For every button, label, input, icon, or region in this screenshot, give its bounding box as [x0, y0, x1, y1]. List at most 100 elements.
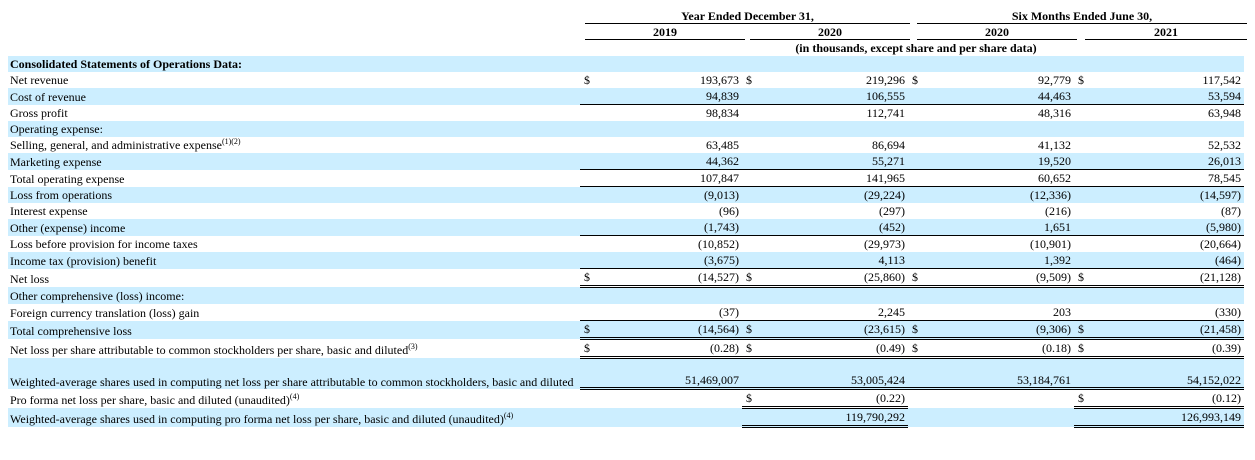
value-cell: 78,545	[1094, 169, 1244, 187]
row-label: Interest expense	[8, 203, 580, 219]
table-row: Selling, general, and administrative exp…	[8, 137, 1244, 153]
value-cell: (0.18)	[928, 338, 1074, 359]
col-rule-1	[585, 39, 745, 40]
value-cell: 4,113	[762, 252, 908, 269]
currency-symbol	[1074, 153, 1094, 170]
currency-symbol	[908, 88, 928, 105]
currency-symbol	[742, 236, 762, 253]
value-cell: 1,651	[928, 219, 1074, 236]
value-cell: 44,463	[928, 88, 1074, 105]
currency-symbol	[580, 186, 596, 203]
year-ended-rule	[585, 23, 910, 24]
col-rule-4	[1085, 39, 1247, 40]
currency-symbol	[742, 105, 762, 122]
currency-symbol: $	[1074, 268, 1094, 288]
value-cell: 51,469,007	[596, 357, 742, 390]
value-cell: (9,509)	[928, 268, 1074, 288]
value-cell: (14,527)	[596, 268, 742, 288]
row-label-text: Loss before provision for income taxes	[10, 237, 198, 251]
empty-cell	[596, 56, 742, 72]
currency-symbol: $	[908, 338, 928, 359]
currency-symbol: $	[1074, 320, 1094, 340]
empty-cell	[1094, 121, 1244, 137]
col-rule-3	[917, 39, 1077, 40]
value-cell: 1,392	[928, 252, 1074, 269]
value-cell: 203	[928, 304, 1074, 321]
value-cell: 219,296	[866, 73, 905, 87]
value-cell: (216)	[1045, 204, 1071, 218]
currency-symbol: $	[580, 320, 596, 340]
currency-symbol	[908, 407, 928, 427]
value-cell: 2,245	[762, 304, 908, 321]
currency-symbol	[1074, 407, 1094, 428]
value-cell: (0.39)	[1094, 338, 1244, 359]
currency-symbol	[908, 236, 928, 253]
row-label-text: Net revenue	[10, 73, 69, 87]
table-row: Weighted-average shares used in computin…	[8, 357, 1244, 390]
value-cell	[596, 389, 742, 408]
value-cell: 126,993,149	[1094, 407, 1244, 428]
currency-symbol	[580, 357, 596, 390]
currency-symbol	[908, 169, 928, 187]
row-label: Total comprehensive loss	[8, 320, 580, 339]
currency-symbol	[908, 153, 928, 170]
value-cell: (87)	[1221, 204, 1241, 218]
empty-cell	[762, 56, 908, 72]
value-cell: 53,184,761	[928, 357, 1074, 390]
currency-symbol	[580, 304, 596, 321]
value-cell: (29,973)	[864, 237, 905, 251]
currency-symbol	[1074, 252, 1094, 269]
row-label: Other comprehensive (loss) income:	[8, 286, 580, 304]
empty-cell	[908, 121, 928, 137]
currency-symbol	[580, 137, 596, 153]
value-cell: 106,555	[762, 88, 908, 105]
currency-symbol	[908, 357, 928, 390]
table-row: Cost of revenue 94,839 106,555 44,463 53,594	[8, 88, 1244, 105]
footnote-marker: (1)(2)	[221, 137, 241, 146]
row-label-text: Interest expense	[10, 204, 88, 218]
currency-symbol: $	[742, 320, 762, 340]
row-label: Net loss per share attributable to commo…	[8, 339, 580, 358]
value-cell: (25,860)	[762, 268, 908, 288]
currency-symbol	[1074, 357, 1094, 390]
value-cell	[928, 407, 1074, 427]
value-cell: 63,485	[706, 138, 739, 152]
value-cell: (10,901)	[1030, 237, 1071, 251]
row-label: Income tax (provision) benefit	[8, 252, 580, 269]
value-cell: 94,839	[596, 88, 742, 105]
currency-symbol	[1074, 219, 1094, 236]
value-cell: (10,852)	[698, 237, 739, 251]
value-cell: 44,362	[596, 153, 742, 170]
value-cell: 86,694	[872, 138, 905, 152]
table-row: Other (expense) income (1,743) (452) 1,651 (…	[8, 219, 1244, 236]
col-2019-header: 2019	[653, 25, 677, 39]
currency-symbol	[908, 137, 928, 153]
row-label: Consolidated Statements of Operations Da…	[8, 56, 580, 72]
currency-symbol	[742, 153, 762, 170]
currency-symbol	[580, 252, 596, 269]
row-label: Net loss	[8, 269, 580, 287]
row-label-text: Foreign currency translation (loss) gain	[10, 305, 200, 320]
footnote-marker: (4)	[503, 410, 514, 420]
currency-symbol	[742, 88, 762, 105]
currency-symbol: $	[580, 338, 596, 359]
currency-symbol	[742, 357, 762, 390]
currency-symbol: $	[1078, 73, 1084, 87]
empty-cell	[596, 286, 742, 304]
empty-cell	[762, 286, 908, 304]
currency-symbol	[580, 169, 596, 187]
value-cell: (23,615)	[762, 320, 908, 340]
empty-cell	[1094, 286, 1244, 304]
currency-symbol: $	[908, 320, 928, 340]
value-cell: 98,834	[706, 106, 739, 120]
table-row: Weighted-average shares used in computin…	[8, 407, 1244, 428]
value-cell: 119,790,292	[762, 407, 908, 428]
currency-symbol: $	[912, 73, 918, 87]
row-label-text: Net loss per share attributable to commo…	[10, 342, 409, 357]
currency-symbol	[1074, 137, 1094, 153]
value-cell: (29,224)	[762, 186, 908, 203]
currency-symbol: $	[580, 268, 596, 288]
row-label: Weighted-average shares used in computin…	[8, 357, 580, 389]
empty-cell	[580, 56, 596, 72]
value-cell: 41,132	[1038, 138, 1071, 152]
